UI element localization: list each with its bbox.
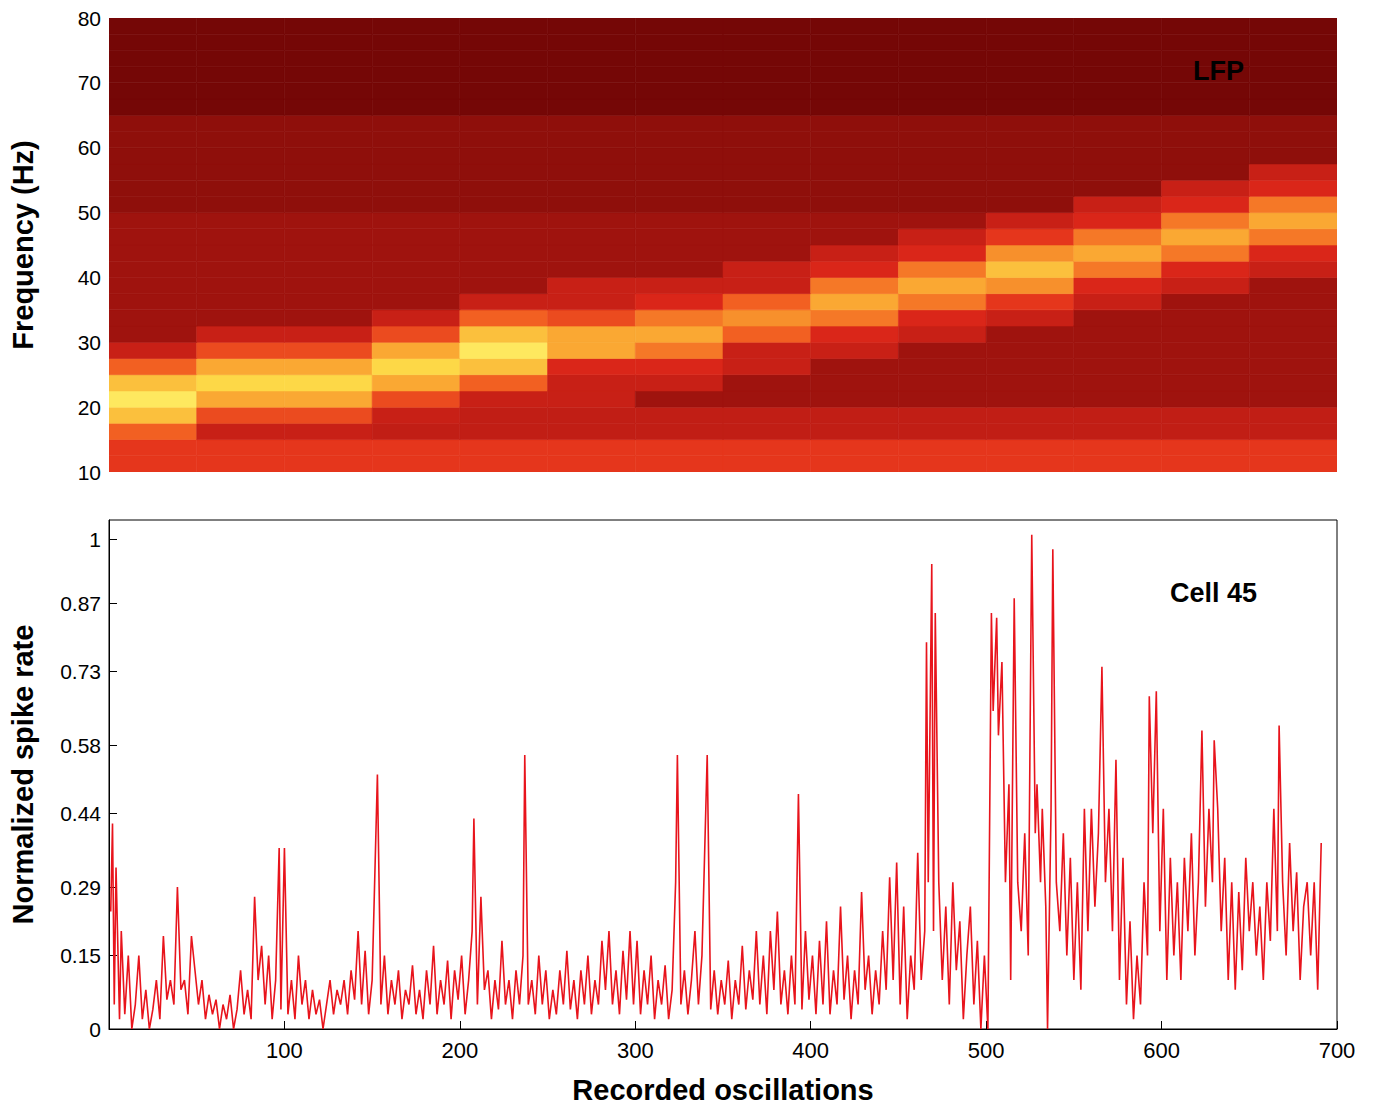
svg-text:80: 80 xyxy=(78,7,101,30)
svg-text:700: 700 xyxy=(1319,1038,1356,1063)
svg-text:Cell 45: Cell 45 xyxy=(1170,578,1257,608)
svg-text:Normalized spike rate: Normalized spike rate xyxy=(7,625,39,925)
svg-text:300: 300 xyxy=(617,1038,654,1063)
svg-text:20: 20 xyxy=(78,396,101,419)
svg-text:0.15: 0.15 xyxy=(60,944,101,967)
svg-text:0.87: 0.87 xyxy=(60,592,101,615)
svg-text:100: 100 xyxy=(266,1038,303,1063)
svg-text:0: 0 xyxy=(89,1018,101,1041)
svg-text:10: 10 xyxy=(78,461,101,484)
svg-text:0.29: 0.29 xyxy=(60,876,101,899)
svg-text:LFP: LFP xyxy=(1193,56,1244,86)
svg-text:200: 200 xyxy=(441,1038,478,1063)
svg-text:0.58: 0.58 xyxy=(60,734,101,757)
svg-text:500: 500 xyxy=(968,1038,1005,1063)
svg-text:60: 60 xyxy=(78,136,101,159)
svg-text:Recorded oscillations: Recorded oscillations xyxy=(572,1074,873,1105)
svg-text:1: 1 xyxy=(89,528,101,551)
svg-text:0.73: 0.73 xyxy=(60,660,101,683)
svg-text:70: 70 xyxy=(78,71,101,94)
svg-text:50: 50 xyxy=(78,201,101,224)
svg-text:400: 400 xyxy=(792,1038,829,1063)
svg-text:600: 600 xyxy=(1143,1038,1180,1063)
svg-text:30: 30 xyxy=(78,331,101,354)
svg-text:40: 40 xyxy=(78,266,101,289)
svg-text:0.44: 0.44 xyxy=(60,802,101,825)
svg-text:Frequency (Hz): Frequency (Hz) xyxy=(7,140,39,349)
